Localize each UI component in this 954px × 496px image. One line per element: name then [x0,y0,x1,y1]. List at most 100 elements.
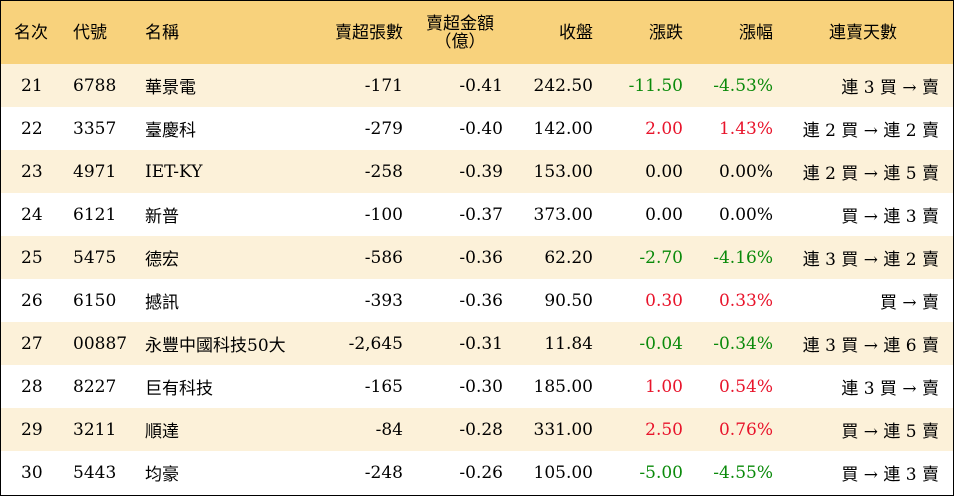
cell-code: 6121 [73,204,117,225]
cell-net-sell-shares: -586 [364,247,403,268]
cell-rank: 24 [21,204,43,225]
cell-rank: 26 [21,290,43,311]
table-row: 28 8227 巨有科技 -165 -0.30 185.00 1.00 0.54% 連 3 買 … [1,365,953,408]
table-row: 21 6788 華景電 -171 -0.41 242.50 -11.50 -4.53% 連 3 … [1,64,953,107]
table-body: 21 6788 華景電 -171 -0.41 24 2.50 -11.50 -4.53% 連 3 … [1,64,953,494]
header-net-sell-amount-line2: （億） [434,31,486,52]
cell-net-sell-amount: -0.26 [459,462,503,483]
cell-rank: 23 [21,161,43,182]
cell-streak: 買 → 賣 [879,293,939,313]
table-row: 24 6121 新普 -100 -0.37 373.00 0.00 0.00% 買 → 連 3 … [1,193,953,236]
header-change-pct: 漲幅 [739,22,773,43]
cell-name: 順達 [145,422,179,442]
table-row: 29 3211 順達 -84 -0.28 331.00 2.50 0.76% 買 → 連 5 賣 [1,408,953,451]
cell-net-sell-shares: -248 [364,462,403,483]
cell-close: 373.00 [533,204,593,225]
cell-net-sell-shares: -171 [364,75,403,96]
cell-rank: 29 [21,419,43,440]
cell-name: IET-KY [145,161,203,182]
cell-rank: 22 [21,118,43,139]
cell-code: 8227 [73,376,117,397]
header-net-sell-shares: 賣超張數 [335,22,403,43]
cell-net-sell-shares: -258 [364,161,403,182]
cell-net-sell-shares: -84 [375,419,403,440]
cell-change: 2.00 [645,118,683,139]
cell-streak: 買 → 連 5 賣 [841,422,939,442]
cell-close: 142.00 [533,118,593,139]
cell-name: 永豐中國科技50大 [145,336,286,356]
cell-name: 臺慶科 [145,121,196,141]
cell-close: 90.50 [544,290,593,311]
cell-net-sell-amount: -0.41 [459,75,503,96]
cell-close: 62.20 [544,247,593,268]
cell-rank: 21 [21,75,43,96]
cell-change-pct: 0.00% [718,204,773,225]
cell-rank: 30 [21,462,43,483]
cell-close: 185.00 [533,376,593,397]
cell-rank: 28 [21,376,43,397]
header-net-sell-amount: 賣超金額 （億） [403,1,503,64]
cell-streak: 買 → 連 3 賣 [841,465,939,485]
cell-name: 新普 [145,207,179,227]
cell-streak: 連 3 買 → 連 2 賣 [802,250,939,270]
cell-code: 6150 [73,290,117,311]
cell-change-pct: 0.00% [718,161,773,182]
cell-change: 0.00 [645,161,683,182]
cell-name: 撼訊 [145,293,179,313]
header-code: 代號 [73,22,107,43]
cell-name: 華景電 [145,78,196,98]
cell-change: 0.00 [645,204,683,225]
table-header-row: 名次 代號 名稱 賣超張數 賣超金額 （億） 收盤 漲跌 漲幅 連賣天數 [1,1,953,64]
cell-change: 1.00 [645,376,683,397]
cell-net-sell-amount: -0.31 [459,333,503,354]
cell-net-sell-shares: -165 [364,376,403,397]
cell-change-pct: -0.34% [713,333,773,354]
cell-code: 5475 [73,247,117,268]
header-net-sell-amount-line1: 賣超金額 [426,13,494,34]
cell-net-sell-amount: -0.40 [459,118,503,139]
cell-change: -0.04 [639,333,683,354]
header-name: 名稱 [145,22,179,43]
cell-streak: 連 3 買 → 連 6 賣 [802,336,939,356]
cell-change-pct: 0.54% [718,376,773,397]
cell-net-sell-shares: -100 [364,204,403,225]
header-close: 收盤 [559,22,593,43]
cell-net-sell-amount: -0.30 [459,376,503,397]
table-row: 22 3357 臺慶科 -279 -0.40 142.00 2.00 1.43% 連 2 買 →… [1,107,953,150]
cell-code: 00887 [73,333,128,354]
cell-name: 德宏 [145,250,179,270]
cell-code: 6788 [73,75,117,96]
cell-change: -5.00 [639,462,683,483]
cell-name: 均豪 [145,465,179,485]
cell-close: 153.00 [533,161,593,182]
header-change: 漲跌 [649,22,683,43]
cell-rank: 25 [21,247,43,268]
table-row: 23 4971 IET-KY -258 -0.39 153.00 0.00 0.00% 連 2 … [1,150,953,193]
cell-change: 2.50 [645,419,683,440]
cell-change: -11.50 [628,75,683,96]
cell-rank: 27 [21,333,43,354]
cell-net-sell-amount: -0.37 [459,204,503,225]
header-rank: 名次 [14,22,48,43]
cell-code: 3211 [73,419,117,440]
cell-code: 5443 [73,462,117,483]
table-row: 26 6150 撼訊 -393 -0.36 90.50 0.30 0.33% 買 → 賣 [1,279,953,322]
cell-change-pct: 1.43% [718,118,773,139]
cell-net-sell-shares: -393 [364,290,403,311]
cell-streak: 買 → 連 3 賣 [841,207,939,227]
cell-change: 0.30 [645,290,683,311]
cell-net-sell-shares: -279 [364,118,403,139]
header-streak: 連賣天數 [829,22,897,43]
cell-change: -2.70 [639,247,683,268]
cell-change-pct: -4.53% [713,75,773,96]
cell-code: 4971 [73,161,117,182]
cell-change-pct: 0.76% [718,419,773,440]
cell-streak: 連 3 買 → 賣 [841,379,939,399]
cell-streak: 連 2 買 → 連 2 賣 [802,121,939,141]
cell-net-sell-amount: -0.39 [459,161,503,182]
cell-net-sell-amount: -0.36 [459,247,503,268]
table-row: 25 5475 德宏 -586 -0.36 62.20 -2.70 -4.16% 連 3 買 →… [1,236,953,279]
cell-code: 3357 [73,118,117,139]
cell-change-pct: -4.16% [713,247,773,268]
